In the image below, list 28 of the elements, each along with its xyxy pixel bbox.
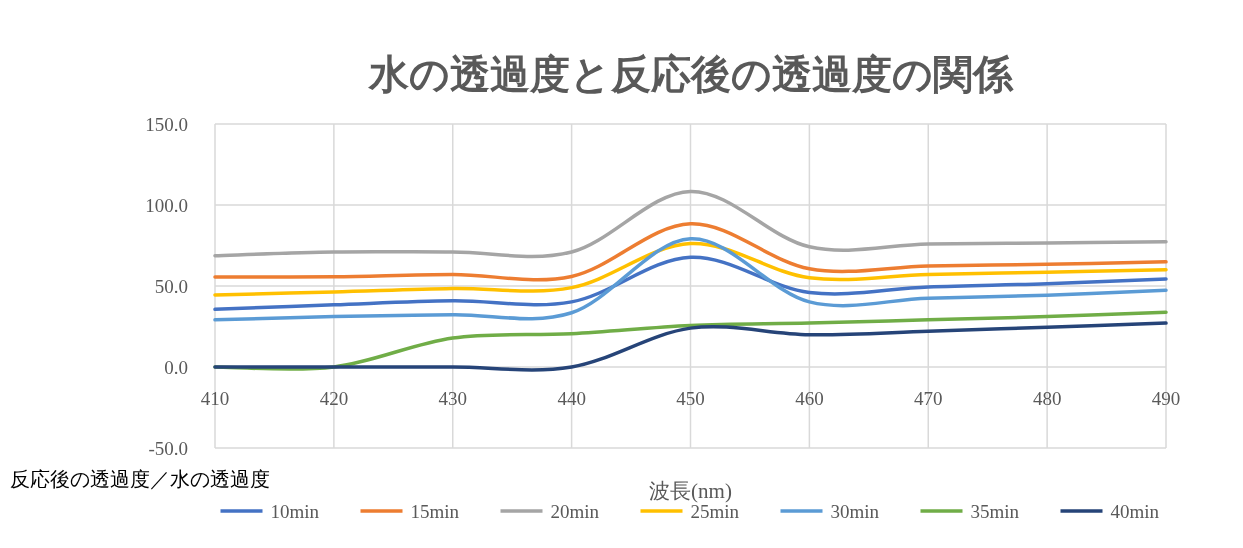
legend-label: 40min (1110, 501, 1160, 522)
x-tick-label: 430 (438, 388, 467, 409)
legend-label: 35min (970, 501, 1020, 522)
x-axis-title: 波長(nm) (649, 479, 732, 503)
x-tick-label: 490 (1151, 388, 1181, 409)
y-tick-label: 100.0 (145, 195, 188, 216)
y-tick-label: 50.0 (154, 276, 188, 297)
chart-title: 水の透過度と反応後の透過度の関係 (366, 52, 1014, 97)
line-series (213, 241, 1168, 297)
line-series (213, 189, 1168, 259)
x-tick-label: 460 (795, 388, 824, 409)
legend-label: 25min (690, 501, 740, 522)
legend-label: 15min (410, 501, 460, 522)
line-series (213, 255, 1168, 312)
x-tick-label: 420 (319, 388, 349, 409)
y-tick-label: 150.0 (145, 114, 188, 135)
x-tick-label: 470 (914, 388, 943, 409)
legend-label: 20min (550, 501, 600, 522)
legend-label: 10min (270, 501, 320, 522)
x-tick-label: 410 (200, 388, 230, 409)
x-tick-label: 440 (557, 388, 586, 409)
y-axis-title: 反応後の透過度／水の透過度 (10, 468, 270, 490)
legend-label: 30min (830, 501, 880, 522)
x-tick-label: 480 (1032, 388, 1062, 409)
x-tick-label: 450 (676, 388, 705, 409)
y-tick-label: 0.0 (164, 357, 188, 378)
y-tick-label: -50.0 (148, 438, 188, 459)
line-series (213, 237, 1168, 322)
